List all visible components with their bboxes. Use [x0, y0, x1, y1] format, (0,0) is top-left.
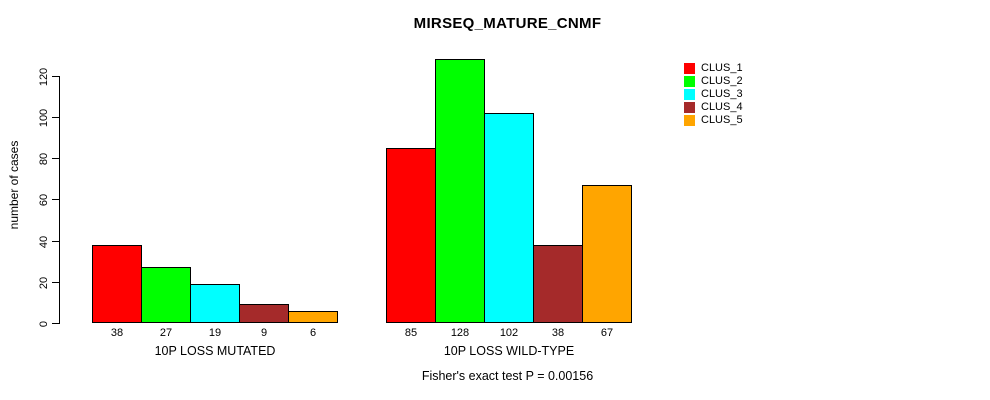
- y-axis-line: [59, 76, 60, 324]
- legend-label: CLUS_1: [701, 62, 743, 74]
- bar-clus_1-group1: [92, 245, 142, 323]
- bar-clus_3-group1: [190, 284, 240, 323]
- y-tick-label: 20: [38, 276, 50, 289]
- bar-value-label: 102: [499, 327, 519, 339]
- y-axis-label: number of cases: [7, 140, 21, 230]
- bar-value-label: 67: [600, 327, 614, 339]
- legend-item-clus_2: CLUS_2: [684, 75, 754, 88]
- bar-clus_1-group2: [386, 148, 436, 323]
- bar-clus_2-group2: [435, 59, 485, 323]
- annotation-text: Fisher's exact test P = 0.00156: [421, 369, 594, 383]
- legend-swatch-icon: [684, 89, 695, 100]
- x-axis-group-label: 10P LOSS MUTATED: [154, 344, 276, 358]
- legend-item-clus_1: CLUS_1: [684, 62, 754, 75]
- bar-value-label: 19: [208, 327, 222, 339]
- legend-label: CLUS_2: [701, 75, 743, 87]
- bar-value-label: 128: [450, 327, 470, 339]
- bar-clus_3-group2: [484, 113, 534, 323]
- bar-clus_5-group1: [288, 311, 338, 323]
- y-tick-label: 40: [38, 235, 50, 248]
- legend-swatch-icon: [684, 63, 695, 74]
- y-tick-mark: [52, 117, 59, 118]
- bar-value-label: 9: [260, 327, 268, 339]
- y-tick-mark: [52, 199, 59, 200]
- bar-clus_2-group1: [141, 267, 191, 323]
- y-tick-label: 80: [38, 152, 50, 165]
- y-tick-mark: [52, 241, 59, 242]
- y-tick-mark: [52, 76, 59, 77]
- y-tick-mark: [52, 158, 59, 159]
- legend-item-clus_3: CLUS_3: [684, 88, 754, 101]
- bar-value-label: 85: [404, 327, 418, 339]
- bar-clus_5-group2: [582, 185, 632, 323]
- x-axis-group-label: 10P LOSS WILD-TYPE: [443, 344, 575, 358]
- legend-item-clus_4: CLUS_4: [684, 101, 754, 114]
- bar-clus_4-group2: [533, 245, 583, 323]
- y-tick-mark: [52, 282, 59, 283]
- y-tick-label: 60: [38, 193, 50, 206]
- chart-title: MIRSEQ_MATURE_CNMF: [413, 15, 602, 32]
- legend-item-clus_5: CLUS_5: [684, 114, 754, 127]
- legend-label: CLUS_4: [701, 101, 743, 113]
- bar-clus_4-group1: [239, 304, 289, 323]
- bar-value-label: 38: [551, 327, 565, 339]
- legend-swatch-icon: [684, 102, 695, 113]
- bar-value-label: 38: [110, 327, 124, 339]
- y-tick-label: 100: [38, 108, 50, 127]
- bar-value-label: 27: [159, 327, 173, 339]
- bar-value-label: 6: [309, 327, 317, 339]
- legend-label: CLUS_3: [701, 88, 743, 100]
- legend-swatch-icon: [684, 115, 695, 126]
- legend-swatch-icon: [684, 76, 695, 87]
- legend-label: CLUS_5: [701, 114, 743, 126]
- y-tick-label: 0: [38, 320, 50, 327]
- y-tick-mark: [52, 323, 59, 324]
- y-tick-label: 120: [38, 67, 50, 86]
